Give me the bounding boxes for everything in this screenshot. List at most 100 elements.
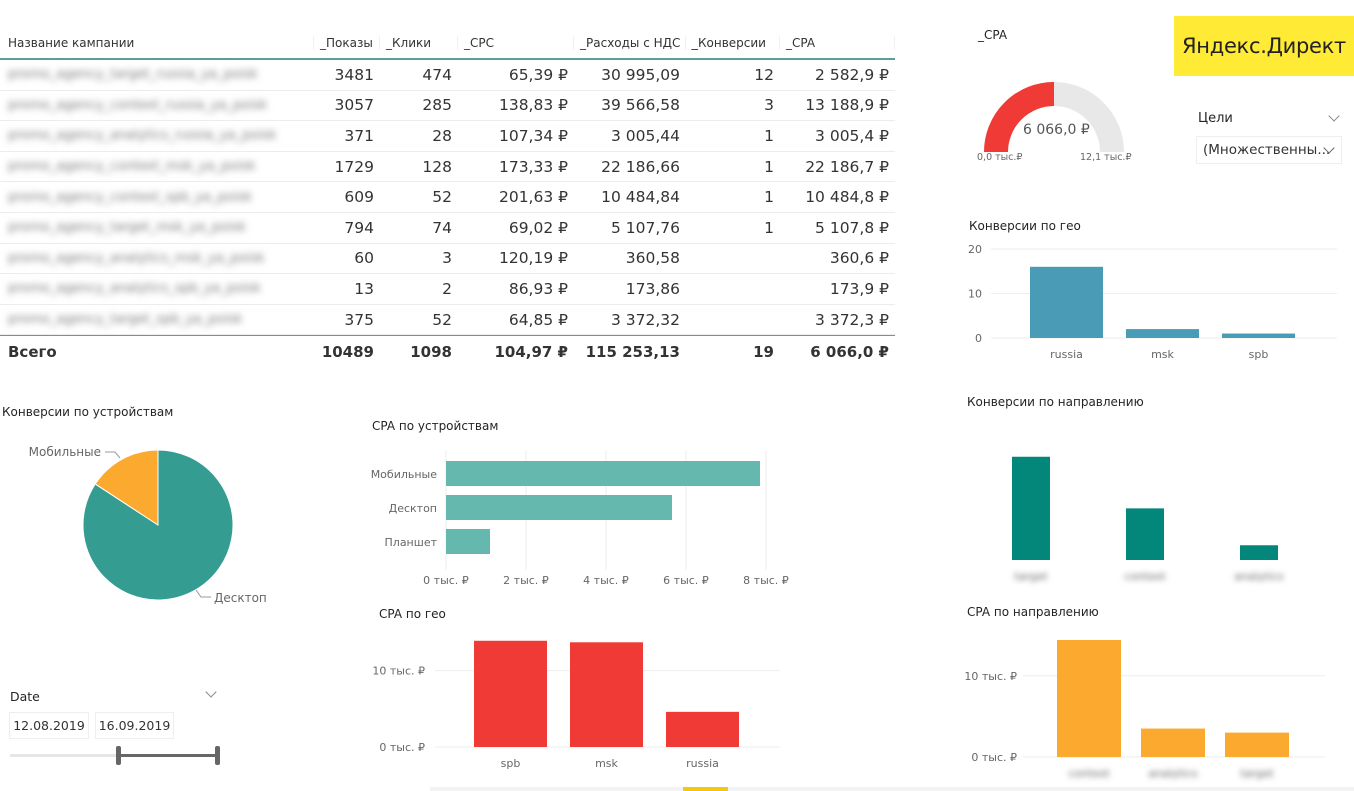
chevron-down-icon[interactable] <box>1328 110 1340 122</box>
column-header-cpa[interactable]: _CPA <box>780 36 895 50</box>
campaign-name-cell: promo_agency_analytics_msk_ya_poisk <box>8 250 265 266</box>
gauge-title: _CPA <box>978 28 1008 42</box>
date-slider-end-handle[interactable] <box>215 746 220 765</box>
bar-context <box>1057 640 1121 757</box>
cpa-cell: 13 188,9 ₽ <box>805 96 889 115</box>
x-tick-label: russia <box>1050 348 1083 361</box>
leader-line <box>105 451 121 459</box>
table-row[interactable]: promo_agency_analytics_msk_ya_poisk 60 3 12… <box>0 244 895 275</box>
clicks-cell: 2 <box>442 279 452 298</box>
y-tick-label: 0 тыс. ₽ <box>379 741 425 754</box>
goals-dropdown-value: (Множественны... <box>1203 142 1331 158</box>
y-tick-label: 10 тыс. ₽ <box>372 665 425 678</box>
chart-title: CPA по устройствам <box>372 419 498 433</box>
conversions-cell: 1 <box>764 188 774 207</box>
table-row[interactable]: promo_agency_context_spb_ya_poisk 609 52 20… <box>0 182 895 213</box>
campaign-name-cell: promo_agency_target_russia_ya_poisk <box>8 67 258 83</box>
cpc-cell: 65,39 ₽ <box>508 65 568 84</box>
leader-line <box>195 589 211 598</box>
table-row[interactable]: promo_agency_target_msk_ya_poisk 794 74 69,… <box>0 213 895 244</box>
table-row[interactable]: promo_agency_target_russia_ya_poisk 3481 4… <box>0 60 895 91</box>
cpc-cell: 107,34 ₽ <box>498 126 568 145</box>
bar-Мобильные <box>446 461 760 486</box>
gauge-max-label: 12,1 тыс.₽ <box>1080 152 1132 163</box>
impressions-cell: 13 <box>354 279 374 298</box>
impressions-cell: 1729 <box>334 157 374 176</box>
date-from-input[interactable]: 12.08.2019 <box>9 712 89 739</box>
spend-cell: 3 005,44 <box>610 126 680 145</box>
clicks-cell: 74 <box>432 218 452 237</box>
column-header-conversions-label: _Конверсии <box>692 36 766 50</box>
chart-title: Конверсии по направлению <box>967 395 1144 409</box>
spend-cell: 3 372,32 <box>610 310 680 329</box>
chart-title: Конверсии по устройствам <box>2 405 173 419</box>
date-slider-start-handle[interactable] <box>116 746 121 765</box>
campaign-name-cell: promo_agency_analytics_russia_ya_poisk <box>8 128 277 144</box>
column-header-spend[interactable]: _Расходы с НДС <box>574 36 686 50</box>
total-conversions: 19 <box>753 342 774 361</box>
cpa-cell: 360,6 ₽ <box>829 249 889 268</box>
total-impressions: 10489 <box>321 342 374 361</box>
gauge-fill <box>984 82 1055 153</box>
impressions-cell: 371 <box>344 126 374 145</box>
bar-msk <box>570 642 643 747</box>
spend-cell: 30 995,09 <box>601 65 680 84</box>
column-header-clicks[interactable]: _Клики <box>380 36 458 50</box>
chart-title: CPA по направлению <box>967 605 1099 619</box>
bar-context <box>1126 508 1164 560</box>
campaign-name-cell: promo_agency_analytics_spb_ya_poisk <box>8 281 261 297</box>
x-tick-label: 8 тыс. ₽ <box>743 574 789 587</box>
date-to-input[interactable]: 16.09.2019 <box>95 712 174 739</box>
spend-cell: 360,58 <box>625 249 680 268</box>
cpa-cell: 22 186,7 ₽ <box>805 157 889 176</box>
clicks-cell: 52 <box>432 310 452 329</box>
date-slider-range[interactable] <box>118 754 218 757</box>
goals-dropdown[interactable]: (Множественны... <box>1196 136 1342 164</box>
conversions-cell: 12 <box>754 65 774 84</box>
impressions-cell: 609 <box>344 188 374 207</box>
bar-target <box>1225 732 1289 757</box>
chevron-down-icon[interactable] <box>205 686 217 698</box>
table-row[interactable]: promo_agency_context_msk_ya_poisk 1729 128… <box>0 152 895 183</box>
total-label: Всего <box>8 342 57 361</box>
cpa-cell: 173,9 ₽ <box>829 279 889 298</box>
cpc-cell: 173,33 ₽ <box>498 157 568 176</box>
date-slider-track[interactable] <box>10 754 118 757</box>
table-row[interactable]: promo_agency_analytics_spb_ya_poisk 13 2 86… <box>0 274 895 305</box>
clicks-cell: 28 <box>432 126 452 145</box>
bar-russia <box>666 711 739 747</box>
column-header-cpc[interactable]: _CPC <box>458 36 574 50</box>
sort-descending-icon <box>691 49 697 50</box>
table-row[interactable]: promo_agency_context_russia_ya_poisk 3057… <box>0 91 895 122</box>
x-tick-label: target <box>1240 767 1274 780</box>
active-page-tab[interactable] <box>683 787 728 791</box>
x-tick-label: context <box>1124 570 1166 583</box>
x-tick-label: analytics <box>1148 767 1197 780</box>
conversions-cell: 3 <box>764 96 774 115</box>
spend-cell: 39 566,58 <box>601 96 680 115</box>
y-tick-label: Мобильные <box>371 468 438 481</box>
table-total-row: Всего 10489 1098 104,97 ₽ 115 253,13 19 … <box>0 335 895 367</box>
chart-conversions-by-direction: Конверсии по направлению target context ana… <box>967 395 1284 583</box>
impressions-cell: 60 <box>354 249 374 268</box>
column-header-impressions[interactable]: _Показы <box>314 36 380 50</box>
bar-target <box>1012 456 1050 560</box>
conversions-cell: 1 <box>764 157 774 176</box>
table-row[interactable]: promo_agency_analytics_russia_ya_poisk 37… <box>0 121 895 152</box>
column-header-campaign[interactable]: Название кампании <box>0 36 314 50</box>
table-row[interactable]: promo_agency_target_spb_ya_poisk 375 52 64,… <box>0 305 895 336</box>
pie-label-Мобильные: Мобильные <box>29 445 101 459</box>
table-body: promo_agency_target_russia_ya_poisk 3481 4… <box>0 60 895 336</box>
campaign-name-cell: promo_agency_context_spb_ya_poisk <box>8 189 252 205</box>
total-cpa: 6 066,0 ₽ <box>810 342 889 361</box>
pie-label-Десктоп: Десктоп <box>214 591 267 605</box>
spend-cell: 22 186,66 <box>601 157 680 176</box>
total-spend: 115 253,13 <box>585 342 680 361</box>
gauge-value: 6 066,0 ₽ <box>1023 122 1090 138</box>
conversions-cell: 1 <box>764 126 774 145</box>
bar-analytics <box>1240 545 1278 560</box>
table-header: Название кампании _Показы _Клики _CPC _Р… <box>0 28 895 60</box>
x-tick-label: russia <box>686 757 719 770</box>
clicks-cell: 474 <box>422 65 452 84</box>
column-header-conversions[interactable]: _Конверсии <box>686 36 780 50</box>
